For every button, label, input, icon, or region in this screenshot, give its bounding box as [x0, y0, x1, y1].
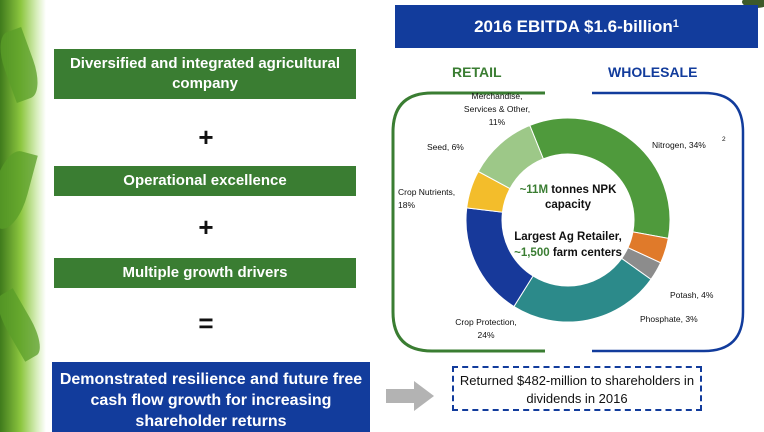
label-crop-nutrients: Crop Nutrients, 18% [398, 187, 455, 210]
label-phosphate: Phosphate, 3% [640, 314, 698, 324]
center-retailer-line2: ~1,500 farm centers [514, 247, 622, 259]
label-nitrogen: Nitrogen, 34% [652, 140, 706, 150]
center-farm-centers-value: ~1,500 [514, 247, 550, 259]
ebitda-title: 2016 EBITDA $1.6-billion [474, 16, 673, 36]
label-seed: Seed, 6% [427, 142, 464, 152]
label-crop-protection-name: Crop Protection, [455, 317, 516, 327]
resilience-box: Demonstrated resilience and future free … [52, 362, 370, 432]
donut-slice-crop-protection [513, 257, 652, 323]
operational-box: Operational excellence [54, 166, 356, 196]
operational-text: Operational excellence [123, 172, 287, 189]
label-merchandise-line1: Merchandise, [471, 91, 522, 101]
nitrogen-footnote: 2 [722, 136, 726, 143]
wholesale-label: WHOLESALE [608, 64, 698, 80]
ebitda-header: 2016 EBITDA $1.6-billion 1 [395, 5, 758, 48]
center-capacity-line1: ~11M tonnes NPK [520, 184, 618, 196]
diversified-text: Diversified and integrated agricultural … [69, 55, 341, 92]
label-crop-protection-value: 24% [477, 330, 494, 340]
leaf-decoration [0, 0, 46, 432]
label-merchandise-value: 11% [489, 117, 506, 127]
arrow-right-icon [386, 381, 434, 411]
center-capacity-line2: capacity [545, 199, 592, 211]
center-farm-centers-unit: farm centers [550, 247, 622, 259]
donut-slice-merchandise [477, 124, 544, 190]
plus-sign: + [198, 212, 214, 242]
label-crop-protection: Crop Protection, 24% [455, 317, 516, 340]
plus-sign: + [198, 122, 214, 152]
donut-slice-nitrogen [529, 117, 671, 239]
equals-sign: = [198, 308, 214, 338]
growth-drivers-text: Multiple growth drivers [122, 264, 288, 281]
center-capacity-value: ~11M [520, 184, 548, 196]
label-merchandise-line2: Services & Other, [464, 104, 530, 114]
retail-bracket [391, 91, 545, 353]
center-retailer-line1: Largest Ag Retailer, [514, 231, 622, 243]
dividends-box: Returned $482-million to shareholders in… [452, 366, 702, 411]
label-crop-nutrients-name: Crop Nutrients, [398, 187, 455, 197]
diversified-box: Diversified and integrated agricultural … [54, 49, 356, 99]
growth-drivers-box: Multiple growth drivers [54, 258, 356, 288]
center-capacity-unit: tonnes NPK [548, 184, 617, 196]
label-merchandise: Merchandise, Services & Other, 11% [464, 91, 530, 127]
retail-label: RETAIL [452, 64, 502, 80]
ebitda-footnote: 1 [672, 17, 679, 30]
wholesale-bracket [592, 91, 745, 353]
label-crop-nutrients-value: 18% [398, 200, 415, 210]
label-potash: Potash, 4% [670, 290, 714, 300]
